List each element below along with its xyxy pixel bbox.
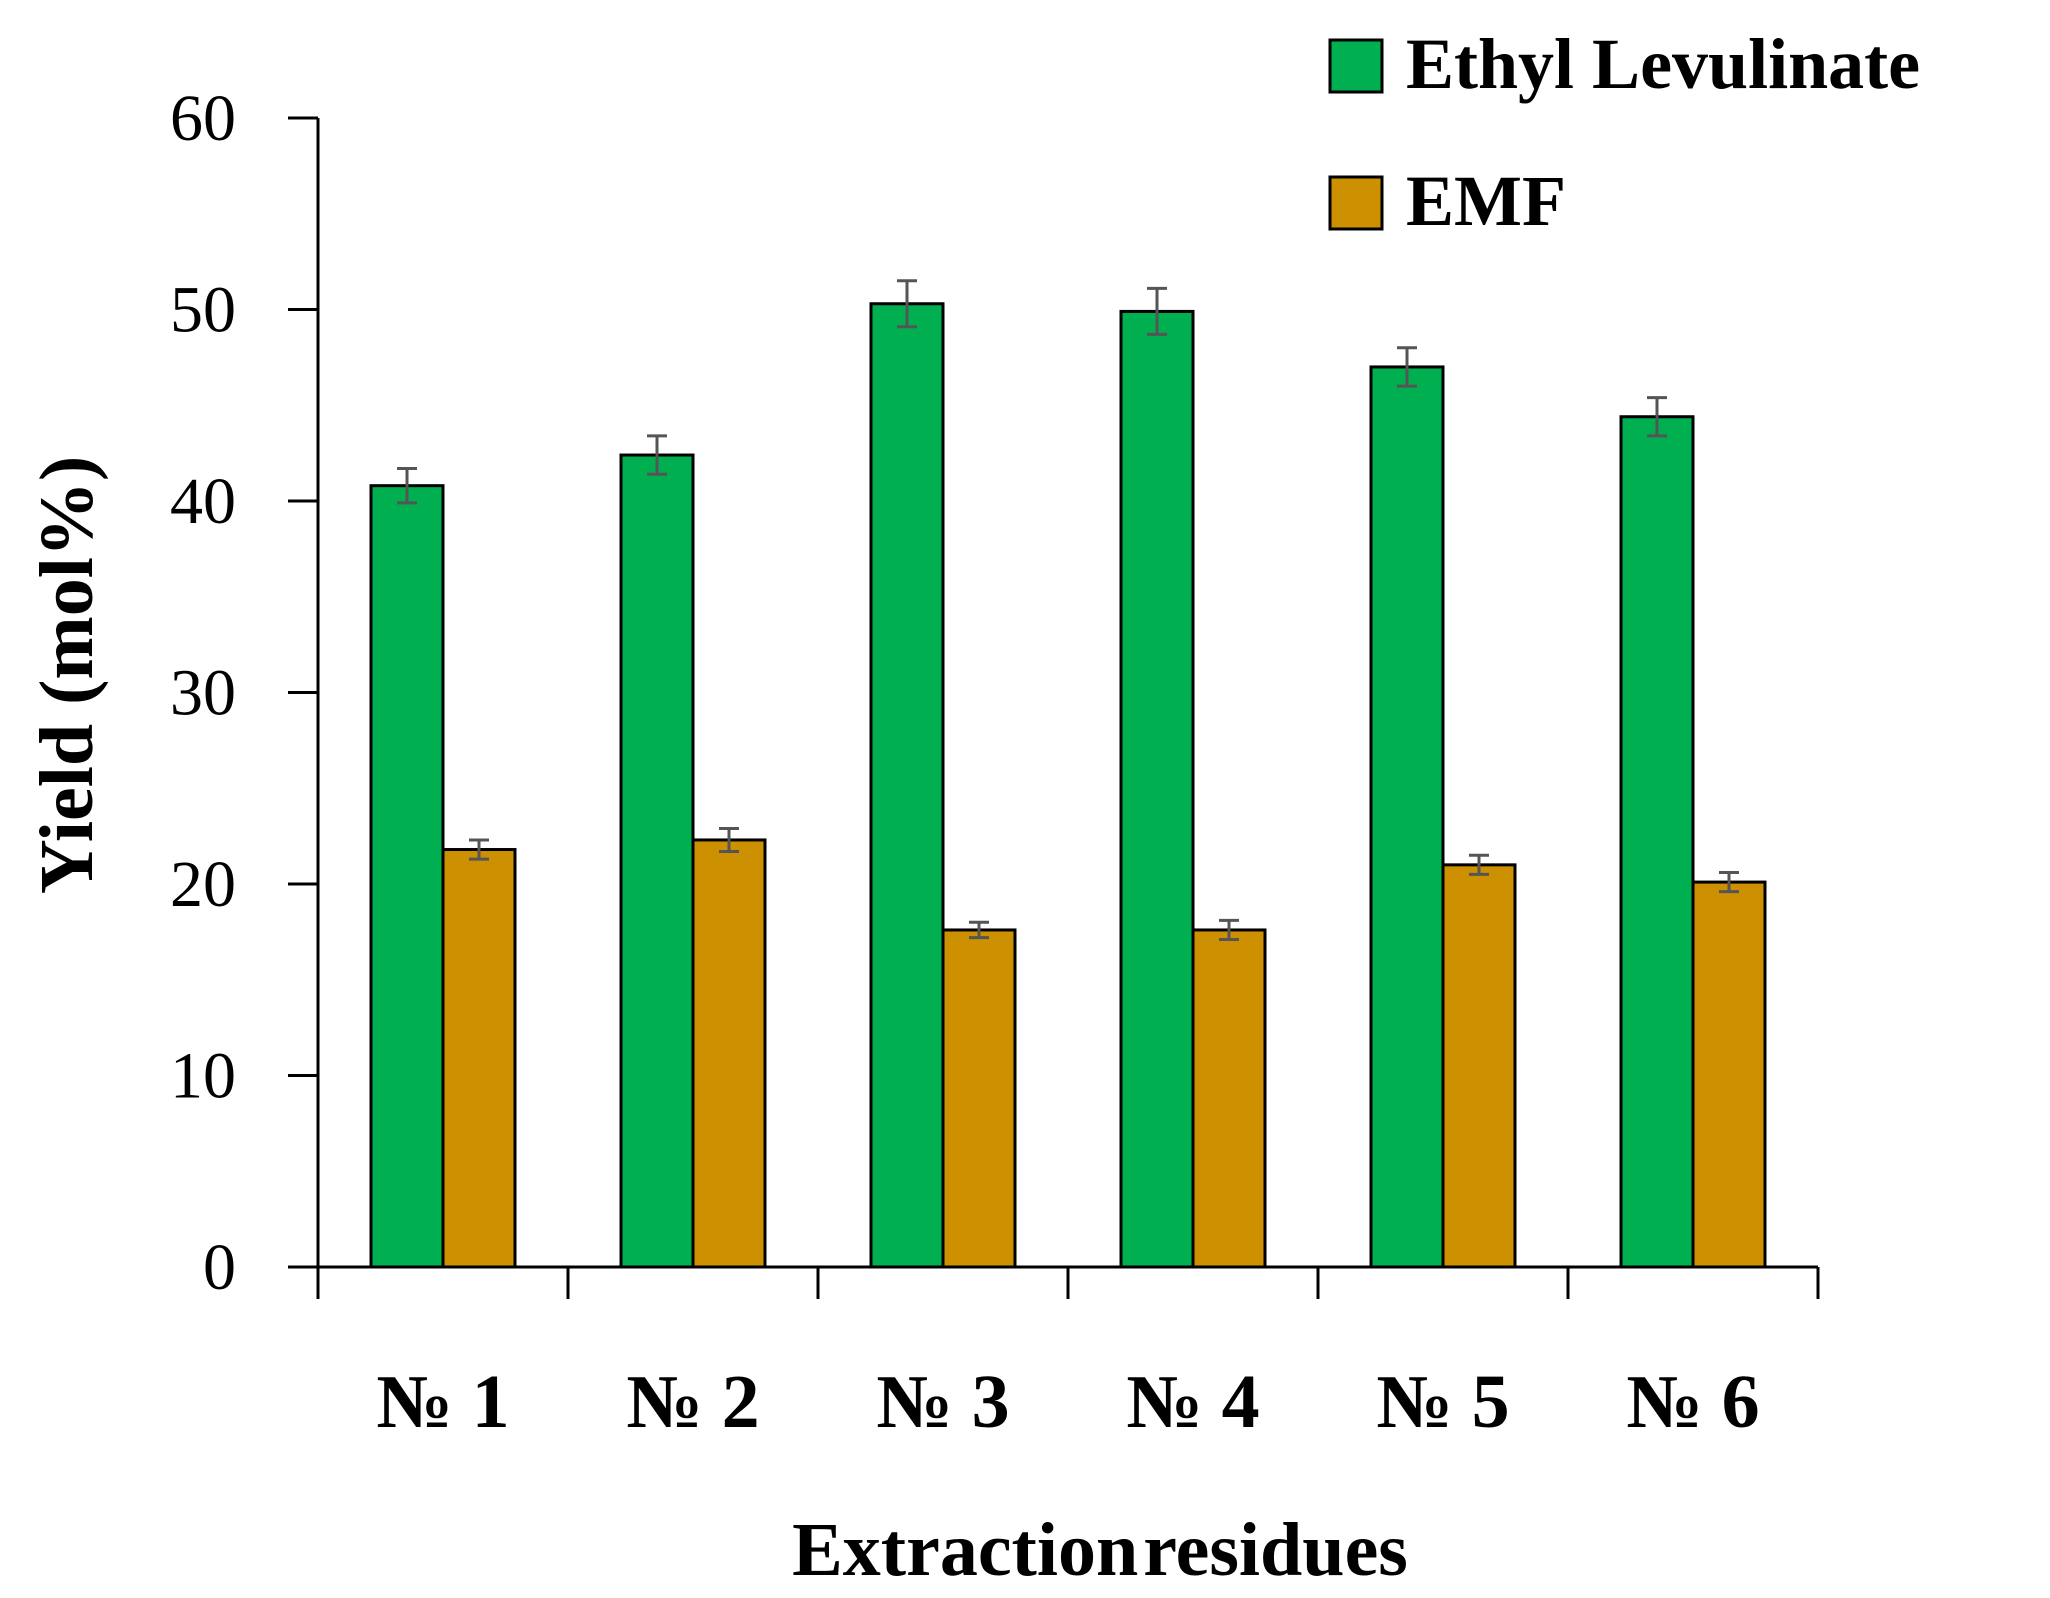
bar-ethyl-levulinate	[619, 453, 695, 1269]
bar-ethyl-levulinate	[869, 302, 945, 1269]
bar-emf	[1191, 928, 1267, 1269]
bar-ethyl-levulinate	[369, 484, 445, 1269]
error-bars	[397, 279, 1739, 942]
bar-emf	[1691, 880, 1767, 1269]
x-tick-label: № 3	[876, 1360, 1009, 1444]
y-tick-label: 40	[170, 465, 236, 538]
x-axis-ticks	[316, 1267, 1820, 1299]
x-tick-label: № 5	[1376, 1360, 1509, 1444]
y-tick-label: 60	[170, 82, 236, 155]
y-axis-title: Yield (mol%)	[25, 456, 109, 894]
legend-label: Ethyl Levulinate	[1406, 24, 1920, 104]
bar-emf	[441, 848, 517, 1269]
y-tick-label: 20	[170, 848, 236, 921]
x-tick-label: № 1	[376, 1360, 509, 1444]
x-tick-label: № 6	[1626, 1360, 1759, 1444]
bar-emf	[1441, 863, 1517, 1269]
bar-ethyl-levulinate	[1119, 309, 1195, 1269]
bars	[369, 302, 1767, 1269]
bar-emf	[691, 838, 767, 1269]
bar-ethyl-levulinate	[1619, 415, 1695, 1269]
x-axis-title: Extraction residues	[792, 1508, 1408, 1592]
x-axis-tick-labels: № 1 № 2 № 3 № 4 № 5 № 6	[376, 1360, 1759, 1444]
y-axis-ticks: 0 10 20 30 40 50 60	[170, 82, 318, 1304]
bar-ethyl-levulinate	[1369, 365, 1445, 1269]
bar-emf	[941, 928, 1017, 1269]
legend: Ethyl Levulinate EMF	[1328, 24, 1920, 241]
x-tick-label: № 4	[1126, 1360, 1259, 1444]
legend-label: EMF	[1406, 161, 1566, 241]
y-tick-label: 0	[203, 1231, 236, 1304]
y-tick-label: 30	[170, 657, 236, 730]
legend-swatch	[1328, 38, 1384, 94]
x-tick-label: № 2	[626, 1360, 759, 1444]
legend-swatch	[1328, 175, 1384, 231]
y-tick-label: 10	[170, 1040, 236, 1113]
y-tick-label: 50	[170, 274, 236, 347]
